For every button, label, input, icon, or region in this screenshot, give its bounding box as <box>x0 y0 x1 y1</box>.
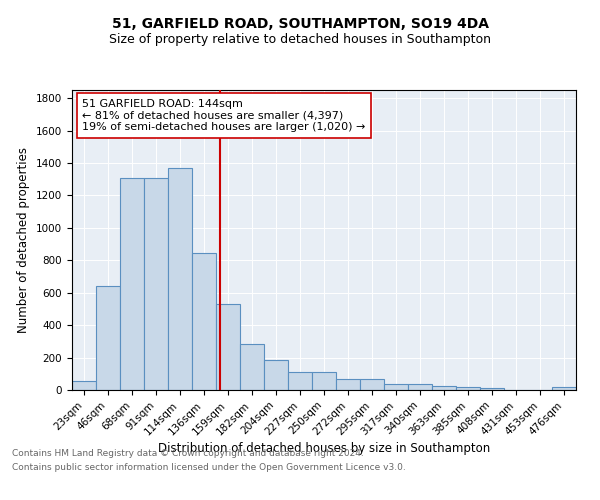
Bar <box>96 286 120 390</box>
Bar <box>264 360 288 390</box>
Bar <box>192 253 216 390</box>
Bar <box>360 379 384 390</box>
Bar <box>240 344 264 390</box>
Bar <box>456 387 480 390</box>
Bar <box>72 381 96 390</box>
Bar <box>480 388 504 390</box>
Text: Contains HM Land Registry data © Crown copyright and database right 2024.: Contains HM Land Registry data © Crown c… <box>12 448 364 458</box>
Bar <box>408 384 432 390</box>
Bar <box>168 168 192 390</box>
Bar <box>312 372 336 390</box>
Bar <box>216 304 240 390</box>
Text: Size of property relative to detached houses in Southampton: Size of property relative to detached ho… <box>109 32 491 46</box>
Bar <box>432 386 456 390</box>
Bar <box>384 384 408 390</box>
Text: Contains public sector information licensed under the Open Government Licence v3: Contains public sector information licen… <box>12 464 406 472</box>
Bar <box>336 380 360 390</box>
Text: 51, GARFIELD ROAD, SOUTHAMPTON, SO19 4DA: 51, GARFIELD ROAD, SOUTHAMPTON, SO19 4DA <box>112 18 488 32</box>
Bar <box>144 178 168 390</box>
Y-axis label: Number of detached properties: Number of detached properties <box>17 147 31 333</box>
Bar <box>288 372 312 390</box>
Bar <box>120 178 144 390</box>
Bar <box>552 387 576 390</box>
Text: 51 GARFIELD ROAD: 144sqm
← 81% of detached houses are smaller (4,397)
19% of sem: 51 GARFIELD ROAD: 144sqm ← 81% of detach… <box>82 99 365 132</box>
X-axis label: Distribution of detached houses by size in Southampton: Distribution of detached houses by size … <box>158 442 490 455</box>
